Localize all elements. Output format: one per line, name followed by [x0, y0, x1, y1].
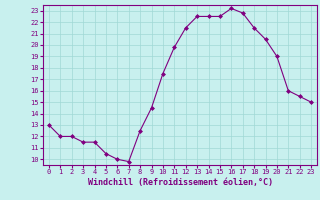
X-axis label: Windchill (Refroidissement éolien,°C): Windchill (Refroidissement éolien,°C) [87, 178, 273, 187]
